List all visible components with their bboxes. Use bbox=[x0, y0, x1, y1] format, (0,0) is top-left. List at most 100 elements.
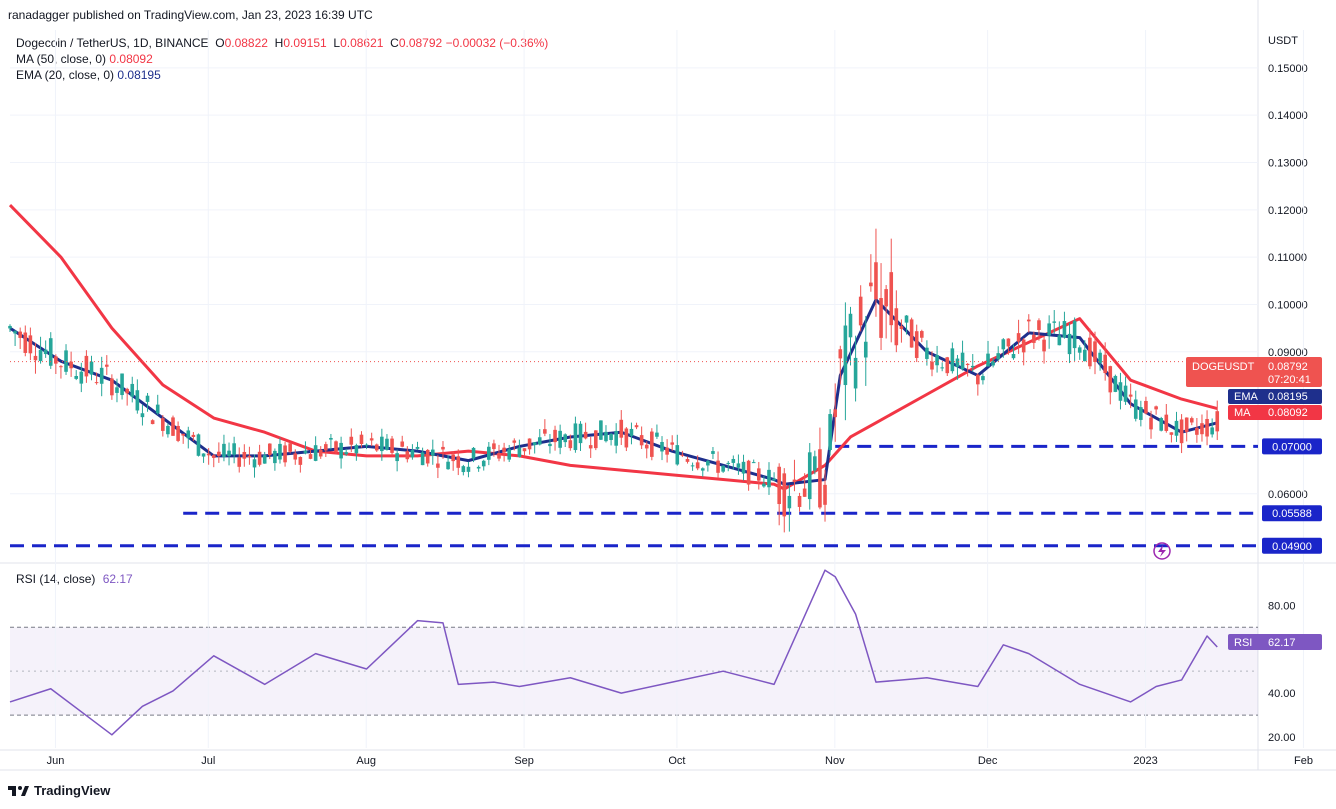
candle-body bbox=[782, 473, 787, 517]
candle-body bbox=[456, 456, 461, 468]
candle-body bbox=[206, 453, 211, 456]
candle-body bbox=[196, 434, 201, 456]
candle-body bbox=[1067, 333, 1072, 355]
ema-legend-value: 0.08195 bbox=[117, 68, 161, 82]
candle-body bbox=[721, 465, 725, 472]
ohlc-low: L0.08621 bbox=[333, 36, 384, 50]
rsi-tick-label: 20.00 bbox=[1268, 732, 1296, 744]
candle-body bbox=[471, 447, 476, 459]
symbol-tag-name: DOGEUSDT bbox=[1192, 361, 1255, 373]
ma-legend: MA (50, close, 0) 0.08092 bbox=[16, 52, 153, 66]
candle-body bbox=[217, 451, 221, 456]
candle-body bbox=[247, 455, 252, 458]
ma-tag-name: MA bbox=[1234, 407, 1251, 419]
candle-body bbox=[899, 326, 904, 330]
ma-tag bbox=[1228, 405, 1322, 420]
candle-body bbox=[380, 436, 384, 452]
candle-body bbox=[1098, 352, 1102, 363]
candle-body bbox=[507, 449, 511, 460]
rsi-tick-label: 40.00 bbox=[1268, 688, 1296, 700]
candle-body bbox=[74, 376, 79, 379]
candle-body bbox=[848, 313, 853, 338]
candle-body bbox=[405, 451, 410, 460]
candle-body bbox=[1128, 394, 1133, 397]
candle-body bbox=[1149, 417, 1153, 430]
candle-body bbox=[293, 453, 298, 460]
candle-body bbox=[481, 460, 486, 467]
candle-body bbox=[13, 331, 17, 334]
candle-body bbox=[772, 478, 776, 481]
candle-body bbox=[1006, 338, 1011, 347]
candle-body bbox=[89, 361, 94, 375]
candle-body bbox=[762, 483, 766, 487]
candle-body bbox=[69, 361, 73, 369]
candle-body bbox=[792, 479, 797, 483]
candle-body bbox=[558, 430, 562, 448]
candle-body bbox=[410, 450, 415, 458]
candle-body bbox=[150, 420, 155, 425]
candle-body bbox=[48, 338, 53, 366]
tradingview-logo-icon bbox=[8, 785, 29, 796]
candle-body bbox=[181, 433, 185, 436]
candle-body bbox=[955, 358, 960, 367]
support-level-tag bbox=[1262, 438, 1322, 455]
candle-body bbox=[303, 450, 308, 454]
candle-body bbox=[8, 325, 12, 329]
candle-body bbox=[578, 423, 583, 444]
time-tick-label: 2023 bbox=[1133, 755, 1157, 767]
candle-body bbox=[425, 449, 430, 464]
support-level-tag bbox=[1262, 505, 1322, 522]
candle-body bbox=[1189, 418, 1194, 423]
candle-body bbox=[874, 262, 878, 300]
candle-body bbox=[1118, 382, 1123, 401]
candle-body bbox=[843, 325, 848, 386]
ema-tag-value: 0.08195 bbox=[1268, 391, 1308, 403]
price-tick-label: 0.06000 bbox=[1268, 489, 1308, 501]
ma-legend-value: 0.08092 bbox=[109, 52, 153, 66]
candle-body bbox=[446, 461, 450, 470]
candle-body bbox=[369, 438, 374, 441]
candle-body bbox=[675, 445, 680, 465]
candle-body bbox=[965, 363, 970, 366]
candle-body bbox=[120, 373, 124, 396]
time-tick-label: Jun bbox=[47, 755, 65, 767]
candle-body bbox=[1077, 347, 1082, 353]
candle-body bbox=[588, 445, 593, 449]
candle-body bbox=[1001, 339, 1006, 350]
candle-body bbox=[278, 443, 282, 460]
candle-body bbox=[502, 447, 506, 453]
candle-body bbox=[232, 443, 236, 455]
candle-body bbox=[741, 461, 746, 474]
candle-body bbox=[665, 447, 669, 455]
candle-body bbox=[797, 495, 802, 507]
candle-body bbox=[1159, 418, 1164, 431]
candle-body bbox=[487, 446, 491, 460]
ohlc-open: O0.08822 bbox=[215, 36, 268, 50]
price-tick-label: 0.14000 bbox=[1268, 110, 1308, 122]
candle-body bbox=[991, 361, 995, 366]
candle-body bbox=[176, 425, 180, 441]
candle-body bbox=[614, 430, 618, 446]
candle-body bbox=[634, 425, 639, 428]
candle-body bbox=[690, 465, 695, 467]
candle-body bbox=[639, 435, 644, 446]
candle-body bbox=[624, 428, 629, 448]
candle-body bbox=[1016, 333, 1021, 342]
ema-legend: EMA (20, close, 0) 0.08195 bbox=[16, 68, 161, 82]
candle-body bbox=[945, 357, 950, 374]
candle-body bbox=[38, 349, 43, 362]
candle-body bbox=[1215, 411, 1220, 432]
candle-body bbox=[1205, 418, 1209, 437]
candle-body bbox=[94, 382, 99, 384]
candle-body bbox=[252, 459, 257, 468]
candle-body bbox=[1057, 335, 1062, 346]
candle-body bbox=[543, 429, 547, 434]
candle-body bbox=[644, 444, 649, 449]
candle-body bbox=[736, 463, 741, 468]
candle-body bbox=[104, 364, 109, 367]
rsi-legend-value: 62.17 bbox=[102, 572, 133, 586]
candle-body bbox=[828, 414, 832, 451]
candle-body bbox=[685, 459, 690, 462]
time-tick-label: Dec bbox=[978, 755, 998, 767]
